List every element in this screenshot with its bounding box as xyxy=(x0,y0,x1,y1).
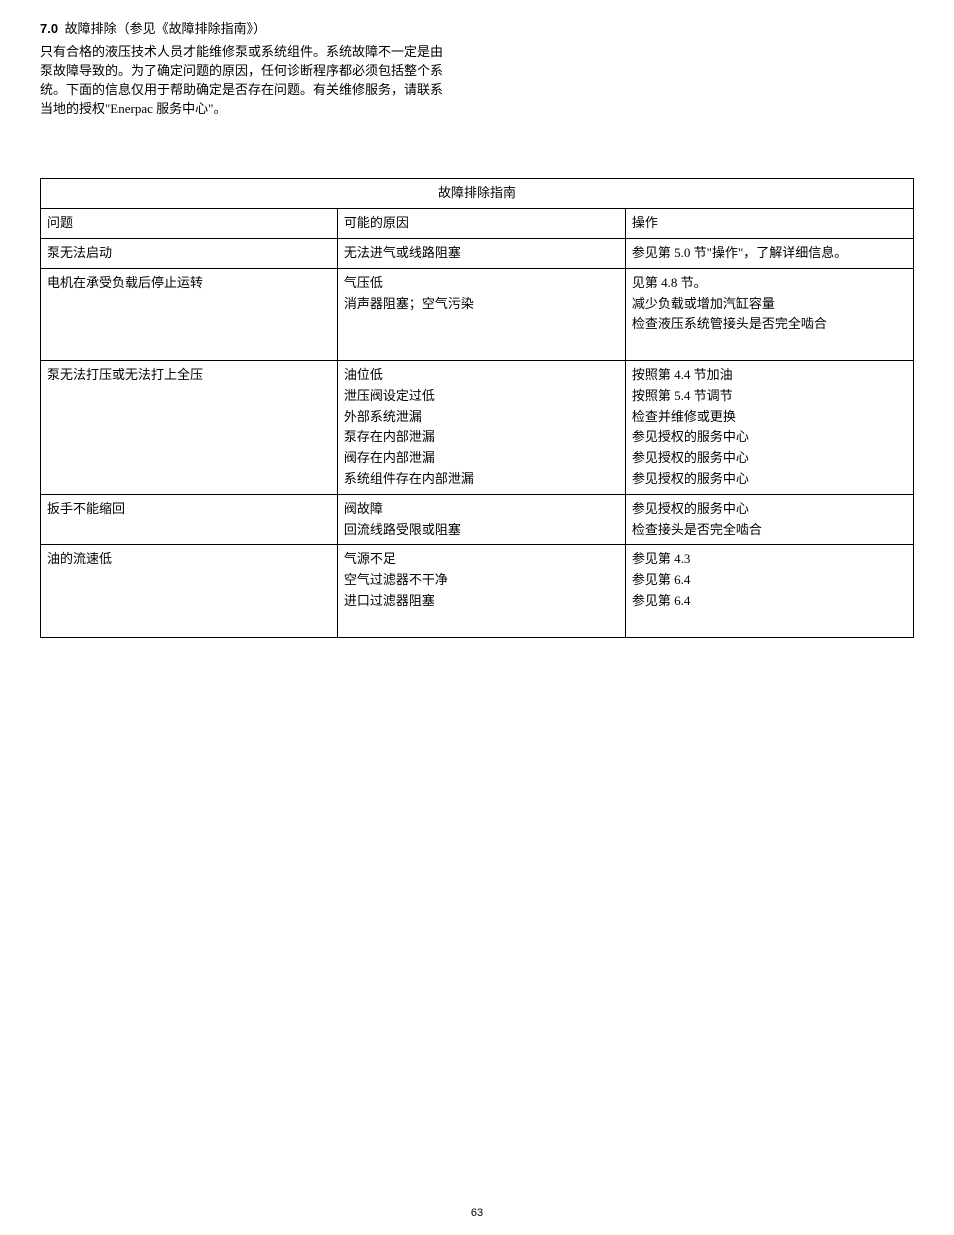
header-problem: 问题 xyxy=(41,209,338,239)
page-number: 63 xyxy=(0,1207,954,1219)
table-title: 故障排除指南 xyxy=(41,179,914,209)
cell-problem: 电机在承受负载后停止运转 xyxy=(41,268,338,360)
cell-action: 按照第 4.4 节加油按照第 5.4 节调节检查并维修或更换参见授权的服务中心参… xyxy=(625,360,913,494)
table-row: 泵无法启动无法进气或线路阻塞参见第 5.0 节"操作"，了解详细信息。 xyxy=(41,238,914,268)
cell-problem: 泵无法打压或无法打上全压 xyxy=(41,360,338,494)
cell-action: 参见第 4.3参见第 6.4参见第 6.4 xyxy=(625,545,913,637)
cell-cause: 气源不足空气过滤器不干净进口过滤器阻塞 xyxy=(337,545,625,637)
table-row: 泵无法打压或无法打上全压油位低泄压阀设定过低外部系统泄漏泵存在内部泄漏阀存在内部… xyxy=(41,360,914,494)
cell-action: 参见授权的服务中心检查接头是否完全啮合 xyxy=(625,494,913,545)
header-cause: 可能的原因 xyxy=(337,209,625,239)
cell-problem: 油的流速低 xyxy=(41,545,338,637)
troubleshooting-table: 故障排除指南 问题 可能的原因 操作 泵无法启动无法进气或线路阻塞参见第 5.0… xyxy=(40,178,914,637)
header-action: 操作 xyxy=(625,209,913,239)
cell-problem: 扳手不能缩回 xyxy=(41,494,338,545)
cell-cause: 阀故障回流线路受限或阻塞 xyxy=(337,494,625,545)
section-heading: 7.0 故障排除（参见《故障排除指南》） xyxy=(40,18,914,37)
cell-action: 参见第 5.0 节"操作"，了解详细信息。 xyxy=(625,238,913,268)
cell-problem: 泵无法启动 xyxy=(41,238,338,268)
table-body: 泵无法启动无法进气或线路阻塞参见第 5.0 节"操作"，了解详细信息。电机在承受… xyxy=(41,238,914,637)
table-row: 扳手不能缩回阀故障回流线路受限或阻塞参见授权的服务中心检查接头是否完全啮合 xyxy=(41,494,914,545)
cell-action: 见第 4.8 节。减少负载或增加汽缸容量检查液压系统管接头是否完全啮合 xyxy=(625,268,913,360)
intro-paragraph: 只有合格的液压技术人员才能维修泵或系统组件。系统故障不一定是由泵故障导致的。为了… xyxy=(40,43,455,118)
cell-cause: 无法进气或线路阻塞 xyxy=(337,238,625,268)
table-row: 电机在承受负载后停止运转气压低消声器阻塞；空气污染 见第 4.8 节。减少负载或… xyxy=(41,268,914,360)
cell-cause: 气压低消声器阻塞；空气污染 xyxy=(337,268,625,360)
table-row: 油的流速低气源不足空气过滤器不干净进口过滤器阻塞 参见第 4.3参见第 6.4参… xyxy=(41,545,914,637)
section-number: 7.0 xyxy=(40,21,58,36)
section-title: 故障排除（参见《故障排除指南》） xyxy=(65,21,267,36)
cell-cause: 油位低泄压阀设定过低外部系统泄漏泵存在内部泄漏阀存在内部泄漏系统组件存在内部泄漏 xyxy=(337,360,625,494)
